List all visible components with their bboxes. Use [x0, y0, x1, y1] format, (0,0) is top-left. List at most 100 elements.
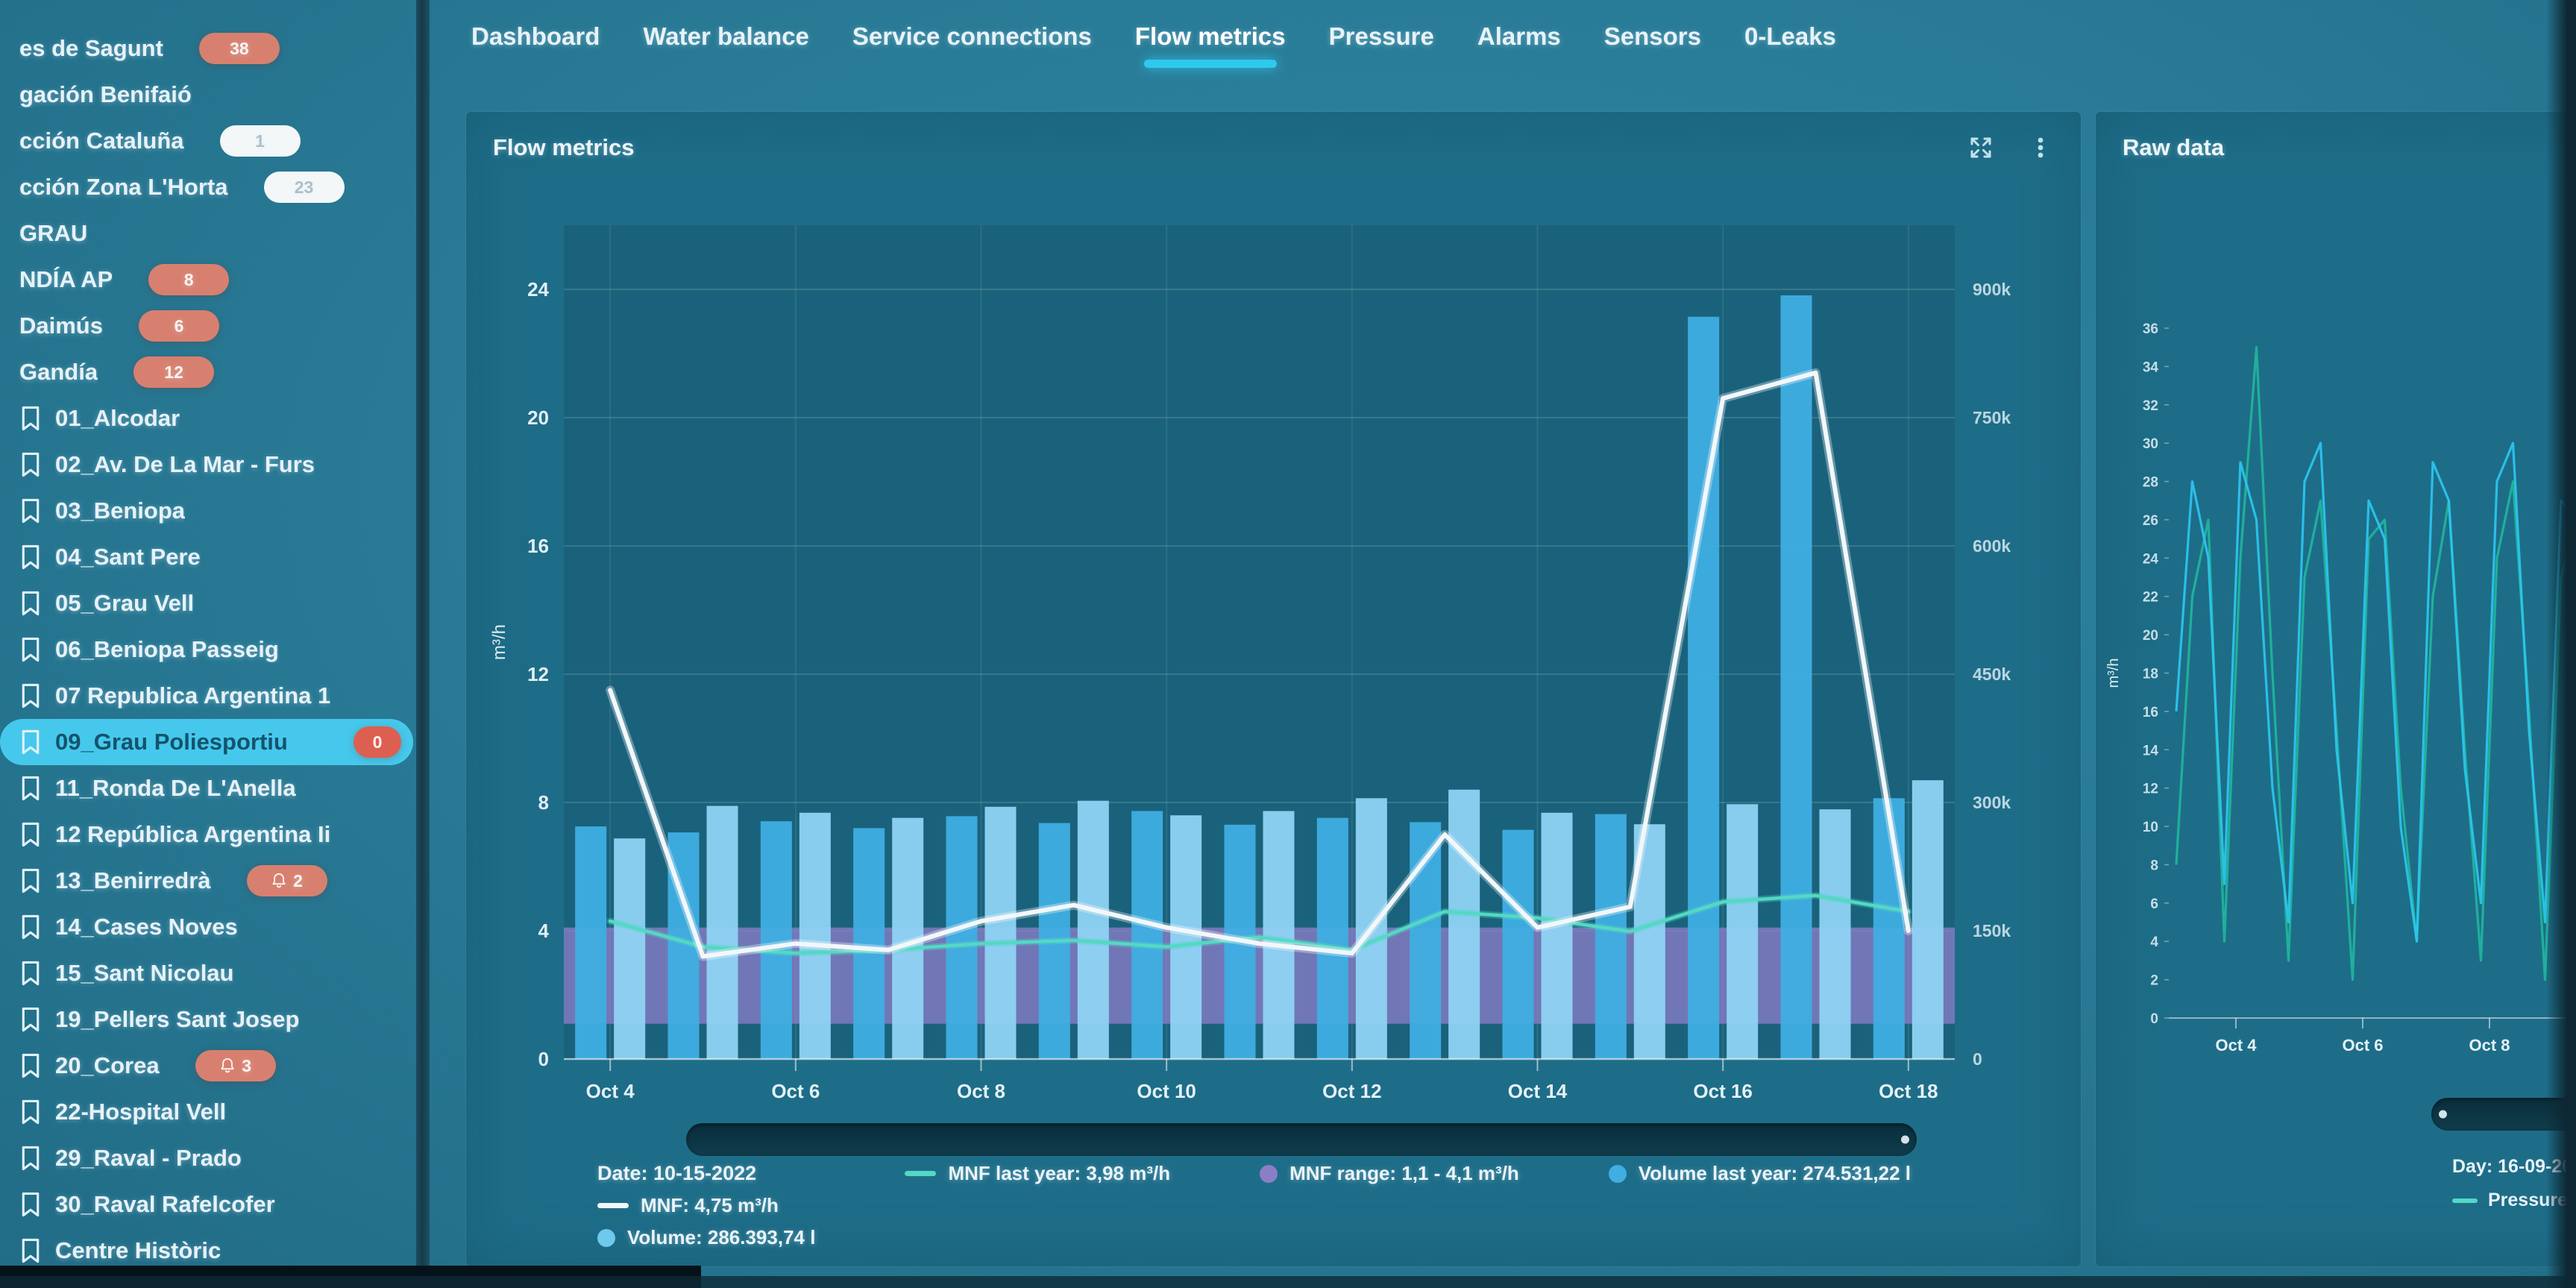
legend-text: Volume last year: 274.531,22 l — [1638, 1162, 1911, 1184]
legend-column: Date: 10-15-2022 MNF: 4,75 m³/h Volume: 28… — [597, 1162, 815, 1249]
count-badge: 1 — [219, 125, 301, 157]
sidebar-item-20-corea[interactable]: 20_Corea 3 — [0, 1043, 416, 1089]
flow-panel-header: Flow metrics — [466, 112, 2081, 167]
sidebar-item-09-grau-poliesportiu[interactable]: 09_Grau Poliesportiu 0 — [0, 719, 413, 765]
svg-text:m³/h: m³/h — [2105, 659, 2122, 688]
sidebar-item-label: 06_Beniopa Passeig — [55, 636, 279, 662]
raw-data-chart: 363432302826242220181614121086420m³/hOct… — [2105, 321, 2576, 1055]
svg-text:Oct 10: Oct 10 — [1137, 1080, 1196, 1102]
svg-text:8: 8 — [538, 791, 549, 814]
alarm-count-badge: 2 — [246, 865, 327, 896]
legend-text: MNF: 4,75 m³/h — [641, 1194, 779, 1216]
sidebar-item-15-sant-nicolau[interactable]: 15_Sant Nicolau — [0, 950, 416, 996]
tab-pressure[interactable]: Pressure — [1329, 22, 1434, 51]
tab-label: Alarms — [1477, 22, 1561, 50]
sidebar-item-cci-n-zona-l-horta[interactable]: cción Zona L'Horta 23 — [0, 164, 416, 210]
svg-text:m³/h: m³/h — [489, 624, 509, 660]
bookmark-icon — [22, 637, 40, 662]
sidebar-item-cci-n-catalu-a[interactable]: cción Cataluña 1 — [0, 118, 416, 164]
svg-text:16: 16 — [2143, 705, 2158, 720]
raw-data-panel: Raw data 36 34 32 30 28 26 24 22 20 18 16 14 12 10 8 6 4… — [2096, 112, 2576, 1266]
sidebar-item-22-hospital-vell[interactable]: 22-Hospital Vell — [0, 1089, 416, 1135]
sidebar-item-label: gación Benifaió — [19, 81, 192, 107]
svg-text:Oct 8: Oct 8 — [2469, 1036, 2510, 1055]
bell-icon — [272, 873, 286, 888]
tab-dashboard[interactable]: Dashboard — [471, 22, 600, 51]
tab-sensors[interactable]: Sensors — [1604, 22, 1701, 51]
kebab-menu-icon[interactable] — [2027, 134, 2054, 161]
count-badge: 0 — [354, 726, 401, 758]
bookmark-icon — [22, 1146, 40, 1171]
sidebar-item-02-av-de-la-mar-furs[interactable]: 02_Av. De La Mar - Furs — [0, 442, 416, 488]
svg-text:Oct 4: Oct 4 — [586, 1080, 635, 1102]
scrollbar-handle[interactable] — [2439, 1110, 2447, 1119]
sidebar-item-label: 19_Pellers Sant Josep — [55, 1006, 300, 1032]
bookmark-icon — [22, 729, 40, 755]
count-badge: 38 — [198, 33, 280, 64]
bookmark-icon — [22, 914, 40, 940]
svg-text:36: 36 — [2143, 321, 2158, 337]
svg-text:20: 20 — [527, 406, 549, 429]
sidebar-item-29-raval-prado[interactable]: 29_Raval - Prado — [0, 1135, 416, 1181]
bookmark-icon — [22, 776, 40, 801]
sidebar-item-centre-hist-ric[interactable]: Centre Històric — [0, 1228, 416, 1274]
tab-flow-metrics[interactable]: Flow metrics — [1135, 22, 1286, 68]
sidebar-item-label: 15_Sant Nicolau — [55, 960, 234, 986]
legend-text: MNF range: 1,1 - 4,1 m³/h — [1289, 1162, 1519, 1184]
sidebar-item-label: Centre Històric — [55, 1237, 222, 1263]
tab-label: Water balance — [643, 22, 809, 50]
sidebar-item-12-rep-blica-argentina-ii[interactable]: 12 República Argentina Ii — [0, 811, 416, 858]
expand-icon[interactable] — [1967, 134, 1994, 161]
count-badge: 12 — [133, 356, 215, 388]
flow-chart-scrollbar[interactable] — [686, 1123, 1917, 1156]
svg-text:18: 18 — [2143, 667, 2158, 682]
sidebar-item-nd-a-ap[interactable]: NDÍA AP 8 — [0, 257, 416, 303]
legend-text: Date: 10-15-2022 — [597, 1162, 757, 1184]
tab-water-balance[interactable]: Water balance — [643, 22, 809, 51]
sidebar-item-grau[interactable]: GRAU — [0, 210, 416, 257]
legend-item: MNF last year: 3,98 m³/h — [905, 1162, 1170, 1185]
sidebar-item-11-ronda-de-l-anella[interactable]: 11_Ronda De L'Anella — [0, 765, 416, 811]
sidebar-item-30-raval-rafelcofer[interactable]: 30_Raval Rafelcofer — [0, 1181, 416, 1228]
sidebar-item-daim-s[interactable]: Daimús 6 — [0, 303, 416, 349]
tab-alarms[interactable]: Alarms — [1477, 22, 1561, 51]
sidebar-item-gand-a[interactable]: Gandía 12 — [0, 349, 416, 395]
tab-label: Flow metrics — [1134, 22, 1286, 50]
svg-text:Oct 8: Oct 8 — [957, 1080, 1005, 1102]
svg-text:0: 0 — [538, 1048, 549, 1070]
sidebar-item-07-republica-argentina-1[interactable]: 07 Republica Argentina 1 — [0, 673, 416, 719]
sidebar-item-05-grau-vell[interactable]: 05_Grau Vell — [0, 580, 416, 626]
svg-text:6: 6 — [2150, 896, 2158, 912]
sidebar-item-label: 11_Ronda De L'Anella — [55, 775, 296, 801]
sidebar-item-04-sant-pere[interactable]: 04_Sant Pere — [0, 534, 416, 580]
sidebar-item-es-de-sagunt[interactable]: es de Sagunt 38 — [0, 25, 416, 72]
sidebar-item-label: 30_Raval Rafelcofer — [55, 1191, 275, 1217]
tab-service-connections[interactable]: Service connections — [852, 22, 1092, 51]
sidebar-item-label: 09_Grau Poliesportiu — [55, 729, 288, 755]
tab-0-leaks[interactable]: 0-Leaks — [1744, 22, 1836, 51]
svg-text:4: 4 — [538, 920, 550, 942]
alarm-count-badge: 3 — [195, 1050, 276, 1081]
svg-text:16: 16 — [527, 535, 549, 557]
sidebar-item-19-pellers-sant-josep[interactable]: 19_Pellers Sant Josep — [0, 996, 416, 1043]
svg-text:26: 26 — [2143, 513, 2158, 529]
bottom-bezel — [0, 1276, 2576, 1288]
sidebar-item-gaci-n-benifai-[interactable]: gación Benifaió — [0, 72, 416, 118]
sidebar-item-06-beniopa-passeig[interactable]: 06_Beniopa Passeig — [0, 626, 416, 673]
svg-text:4: 4 — [2150, 934, 2158, 950]
sidebar-item-03-beniopa[interactable]: 03_Beniopa — [0, 488, 416, 534]
bookmark-icon — [22, 1053, 40, 1078]
sidebar-item-label: 07 Republica Argentina 1 — [55, 682, 331, 709]
sidebar-item-label: NDÍA AP — [19, 266, 113, 292]
sidebar-item-14-cases-noves[interactable]: 14_Cases Noves — [0, 904, 416, 950]
sidebar-item-13-benirredr-[interactable]: 13_Benirredrà 2 — [0, 858, 416, 904]
svg-text:Oct 6: Oct 6 — [771, 1080, 820, 1102]
bookmark-icon — [22, 591, 40, 616]
sidebar-item-label: 03_Beniopa — [55, 497, 186, 524]
dot-swatch — [597, 1228, 615, 1247]
scrollbar-handle[interactable] — [1901, 1135, 1909, 1144]
sidebar-item-label: cción Zona L'Horta — [19, 174, 228, 200]
sidebar-item-01-alcodar[interactable]: 01_Alcodar — [0, 395, 416, 442]
svg-text:34: 34 — [2143, 359, 2159, 375]
legend-column: Volume last year: 274.531,22 l — [1608, 1162, 1911, 1185]
